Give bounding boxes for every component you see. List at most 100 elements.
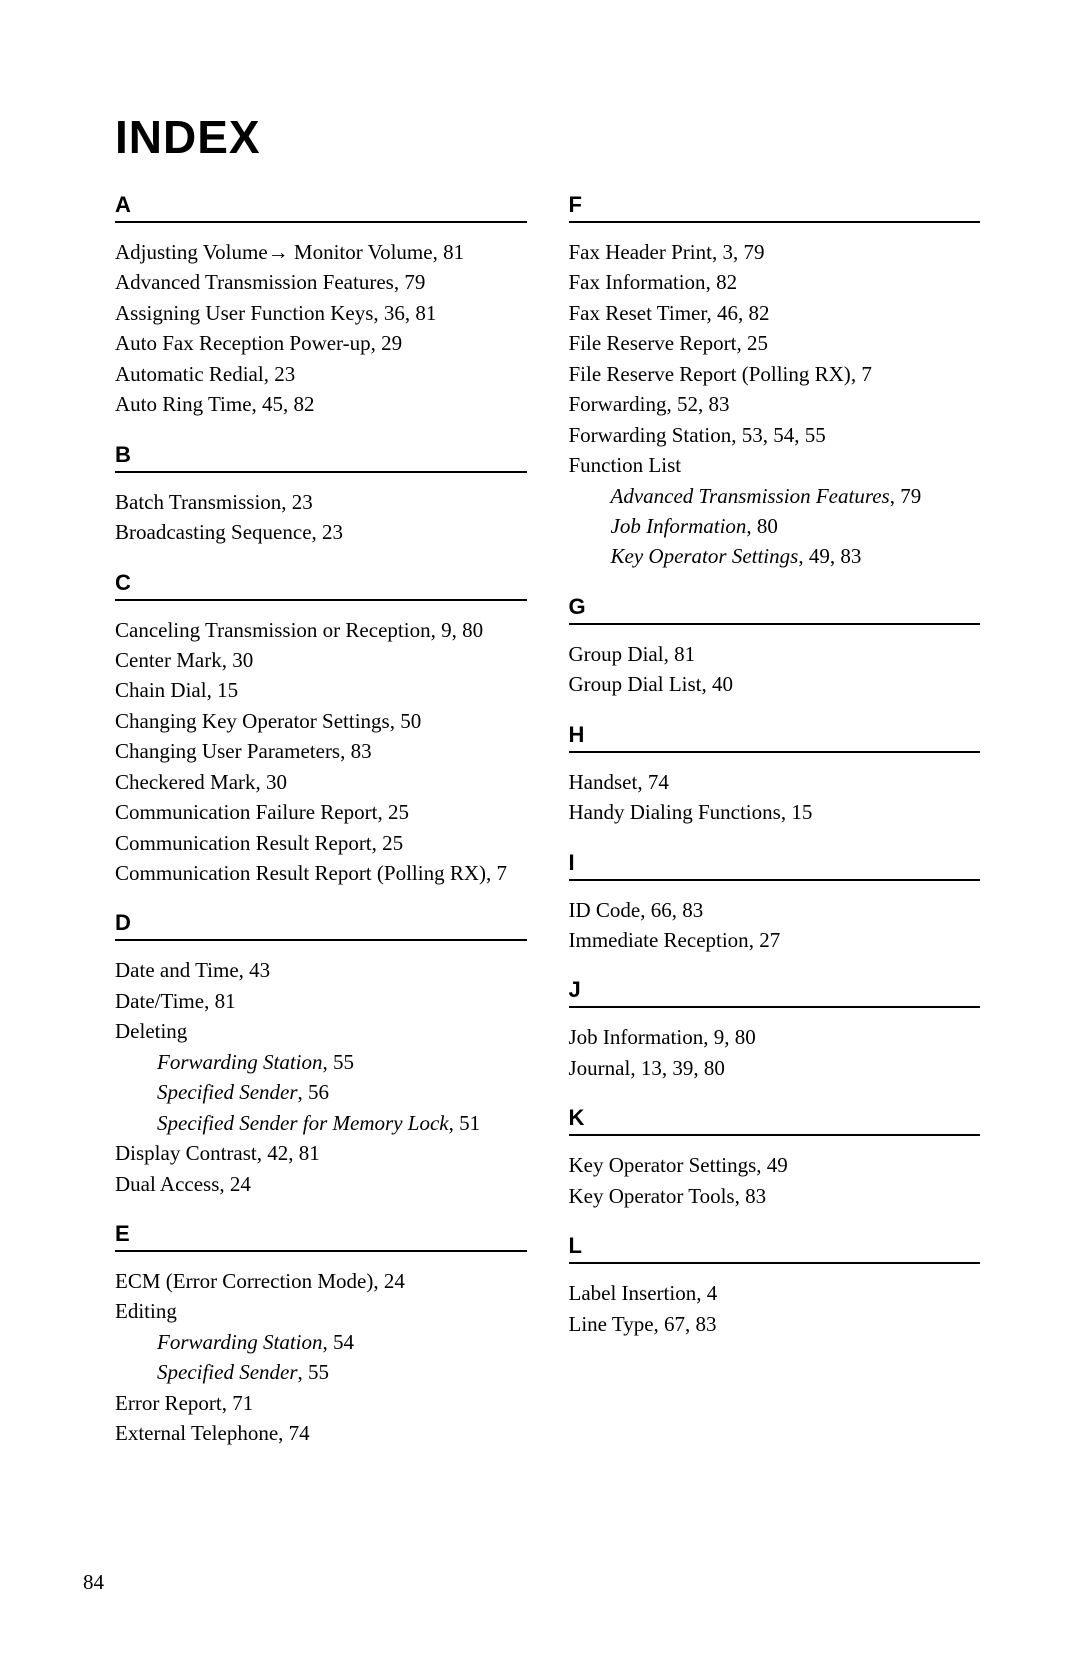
index-subentry: Forwarding Station, 55: [157, 1047, 527, 1077]
index-column-left: AAdjusting Volume→ Monitor Volume, 81Adv…: [115, 188, 527, 1449]
index-entry: ECM (Error Correction Mode), 24: [115, 1266, 527, 1296]
index-entry: Broadcasting Sequence, 23: [115, 517, 527, 547]
index-entry: Line Type, 67, 83: [569, 1309, 981, 1339]
index-subentry: Forwarding Station, 54: [157, 1327, 527, 1357]
index-section-letter: J: [569, 977, 981, 1008]
index-subentry-pages: , 55: [323, 1050, 355, 1074]
index-subentry-pages: , 54: [323, 1330, 355, 1354]
index-entry: Changing Key Operator Settings, 50: [115, 706, 527, 736]
index-entry: Error Report, 71: [115, 1388, 527, 1418]
index-entry-label: Broadcasting Sequence: [115, 520, 312, 544]
index-section-letter: I: [569, 850, 981, 881]
index-entry: Advanced Transmission Features, 79: [115, 267, 527, 297]
index-subentry-label: Forwarding Station: [157, 1330, 323, 1354]
index-entry-label: Group Dial: [569, 642, 664, 666]
index-entry-label: Auto Fax Reception Power-up: [115, 331, 371, 355]
index-entry-pages: , 15: [207, 678, 239, 702]
index-entry-pages: , 49: [756, 1153, 788, 1177]
index-entry: Key Operator Tools, 83: [569, 1181, 981, 1211]
index-subentry: Specified Sender for Memory Lock, 51: [157, 1108, 527, 1138]
index-entry-pages: , 25: [372, 831, 404, 855]
index-entry-label: Handy Dialing Functions: [569, 800, 781, 824]
index-entry: Job Information, 9, 80: [569, 1022, 981, 1052]
index-section-entries: Canceling Transmission or Reception, 9, …: [115, 615, 527, 889]
index-entry: Adjusting Volume→ Monitor Volume, 81: [115, 237, 527, 267]
index-entry-pages: , 81: [433, 240, 465, 264]
index-entry: Communication Result Report, 25: [115, 828, 527, 858]
index-subentry-label: Advanced Transmission Features: [611, 484, 890, 508]
index-entry-pages: , 82: [706, 270, 738, 294]
index-entry: Assigning User Function Keys, 36, 81: [115, 298, 527, 328]
index-entry: Checkered Mark, 30: [115, 767, 527, 797]
index-subentry-label: Specified Sender for Memory Lock: [157, 1111, 449, 1135]
index-entry: Function ListAdvanced Transmission Featu…: [569, 450, 981, 572]
index-section-letter: D: [115, 910, 527, 941]
index-entry-pages: , 23: [264, 362, 296, 386]
index-entry-label: Checkered Mark: [115, 770, 256, 794]
index-section-letter: B: [115, 442, 527, 473]
index-entry-label: Advanced Transmission Features: [115, 270, 394, 294]
index-entry-pages: , 66, 83: [640, 898, 703, 922]
index-entry: Center Mark, 30: [115, 645, 527, 675]
index-entry-pages: , 53, 54, 55: [731, 423, 826, 447]
index-entry: Journal, 13, 39, 80: [569, 1053, 981, 1083]
index-subentry-pages: , 49, 83: [798, 544, 861, 568]
index-entry: Group Dial List, 40: [569, 669, 981, 699]
index-entry-label: Auto Ring Time: [115, 392, 252, 416]
index-entry-label: External Telephone: [115, 1421, 278, 1445]
index-subentries: Forwarding Station, 54 Specified Sender , …: [115, 1327, 527, 1388]
index-section-letter: F: [569, 192, 981, 223]
index-entry-label: Fax Information: [569, 270, 706, 294]
index-section-letter: C: [115, 570, 527, 601]
index-subentry-label: Forwarding Station: [157, 1050, 323, 1074]
index-entry-label: Job Information: [569, 1025, 704, 1049]
index-entry-pages: , 23: [312, 520, 344, 544]
index-entry: External Telephone, 74: [115, 1418, 527, 1448]
index-entry-label: Communication Failure Report: [115, 800, 377, 824]
index-entry-label: Forwarding Station: [569, 423, 732, 447]
index-entry-pages: , 3, 79: [712, 240, 765, 264]
index-entry-pages: , 4: [696, 1281, 717, 1305]
index-entry-label: Batch Transmission: [115, 490, 281, 514]
index-subentry-label: Specified Sender: [157, 1360, 298, 1384]
index-entry-pages: , 15: [781, 800, 813, 824]
index-entry-pages: , 36, 81: [373, 301, 436, 325]
index-entry-pages: , 43: [239, 958, 271, 982]
index-entry: Group Dial, 81: [569, 639, 981, 669]
index-entry: DeletingForwarding Station, 55Specified …: [115, 1016, 527, 1138]
index-subentries: Forwarding Station, 55Specified Sender, …: [115, 1047, 527, 1138]
index-entry-label: Date/Time: [115, 989, 204, 1013]
index-entry: Fax Information, 82: [569, 267, 981, 297]
index-entry-label: Handset: [569, 770, 638, 794]
index-section-entries: ID Code, 66, 83Immediate Reception, 27: [569, 895, 981, 956]
index-entry: Communication Failure Report, 25: [115, 797, 527, 827]
index-subentry: Key Operator Settings, 49, 83: [611, 541, 981, 571]
index-entry-label: Changing User Parameters: [115, 739, 340, 763]
index-entry: Date and Time, 43: [115, 955, 527, 985]
index-entry: Fax Header Print, 3, 79: [569, 237, 981, 267]
index-entry-pages: , 7: [851, 362, 872, 386]
index-entry-label: Forwarding: [569, 392, 667, 416]
index-section-entries: Job Information, 9, 80Journal, 13, 39, 8…: [569, 1022, 981, 1083]
page-number: 84: [83, 1570, 104, 1595]
index-section-letter: A: [115, 192, 527, 223]
index-subentry-pages: , 80: [746, 514, 778, 538]
index-entry-label: Changing Key Operator Settings: [115, 709, 390, 733]
index-entry: Auto Ring Time, 45, 82: [115, 389, 527, 419]
index-columns: AAdjusting Volume→ Monitor Volume, 81Adv…: [115, 188, 980, 1449]
index-section-entries: Label Insertion, 4Line Type, 67, 83: [569, 1278, 981, 1339]
index-entry-label: Canceling Transmission or Reception: [115, 618, 431, 642]
index-entry: Forwarding Station, 53, 54, 55: [569, 420, 981, 450]
index-section-entries: Batch Transmission , 23Broadcasting Seque…: [115, 487, 527, 548]
index-entry: Automatic Redial, 23: [115, 359, 527, 389]
index-section-entries: Adjusting Volume→ Monitor Volume, 81Adva…: [115, 237, 527, 420]
index-section-entries: ECM (Error Correction Mode), 24EditingFo…: [115, 1266, 527, 1449]
index-entry-label: Communication Result Report (Polling RX): [115, 861, 486, 885]
index-entry-label: Center Mark: [115, 648, 222, 672]
index-section-letter: E: [115, 1221, 527, 1252]
index-entry-pages: , 52, 83: [667, 392, 730, 416]
index-entry: Handset, 74: [569, 767, 981, 797]
index-entry-label: Deleting: [115, 1019, 187, 1043]
index-entry-label: Automatic Redial: [115, 362, 264, 386]
index-entry-pages: , 25: [736, 331, 768, 355]
